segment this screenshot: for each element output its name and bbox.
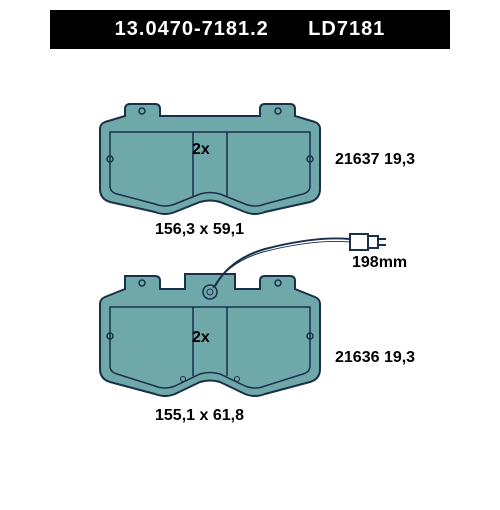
pad2-dimensions: 155,1 x 61,8 [155,407,244,425]
brake-pad-top [100,104,320,214]
pad1-dimensions: 156,3 x 59,1 [155,221,244,239]
brake-pad-bottom [100,234,386,396]
header-bar: 13.0470-7181.2 LD7181 [50,10,450,49]
pad2-side-code: 21636 19,3 [335,349,415,367]
pad2-wire-length: 198mm [352,254,407,272]
brake-pad-diagram [0,49,500,489]
pad1-qty: 2x [192,141,210,159]
pad1-side-code: 21637 19,3 [335,151,415,169]
part-number: 13.0470-7181.2 [115,18,269,40]
pad2-qty: 2x [192,329,210,347]
diagram-canvas: 2x 156,3 x 59,1 21637 19,3 2x 155,1 x 61… [0,49,500,489]
part-code: LD7181 [308,18,385,40]
